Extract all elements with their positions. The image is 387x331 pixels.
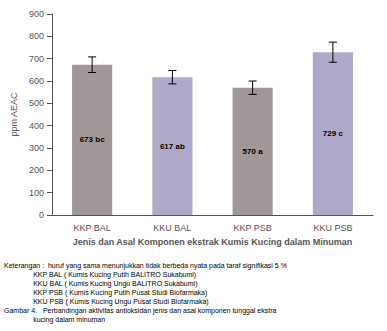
svg-text:600: 600 bbox=[29, 76, 44, 86]
svg-text:700: 700 bbox=[29, 54, 44, 64]
svg-text:KKU BAL ( Kumis Kucing Ungu BA: KKU BAL ( Kumis Kucing Ungu BALITRO Suka… bbox=[4, 280, 197, 288]
svg-text:617 ab: 617 ab bbox=[160, 142, 185, 151]
svg-text:0: 0 bbox=[39, 210, 44, 220]
svg-text:KKU BAL: KKU BAL bbox=[153, 223, 191, 233]
svg-text:300: 300 bbox=[29, 143, 44, 153]
svg-text:Keterangan : huruf yang sama: Keterangan : huruf yang sama menunjukkan… bbox=[4, 262, 287, 270]
svg-text:KKP BAL ( Kumis Kucing Putih B: KKP BAL ( Kumis Kucing Putih BALITRO Suk… bbox=[4, 271, 196, 279]
svg-text:200: 200 bbox=[29, 165, 44, 175]
svg-text:KKP PSB ( Kumis Kucing Putih P: KKP PSB ( Kumis Kucing Putih Pusat Studi… bbox=[4, 289, 207, 297]
svg-text:kucing dalam minuman: kucing dalam minuman bbox=[4, 316, 105, 324]
svg-text:673 bc: 673 bc bbox=[80, 135, 105, 144]
svg-text:Jenis dan Asal Komponen ekstra: Jenis dan Asal Komponen ekstrak Kumis Ku… bbox=[73, 237, 353, 247]
svg-text:KKU PSB ( Kumis Kucing Ungu Pu: KKU PSB ( Kumis Kucing Ungu Pusat Studi … bbox=[4, 298, 209, 306]
svg-text:729 c: 729 c bbox=[323, 129, 344, 138]
svg-text:500: 500 bbox=[29, 98, 44, 108]
svg-text:ppm AEAC: ppm AEAC bbox=[9, 92, 19, 137]
svg-text:KKU PSB: KKU PSB bbox=[313, 223, 352, 233]
svg-text:900: 900 bbox=[29, 9, 44, 19]
svg-text:800: 800 bbox=[29, 31, 44, 41]
svg-text:570 a: 570 a bbox=[243, 147, 264, 156]
svg-text:400: 400 bbox=[29, 121, 44, 131]
svg-text:KKP BAL: KKP BAL bbox=[73, 223, 110, 233]
svg-text:Gambar 4. Perbandingan aktiv: Gambar 4. Perbandingan aktivitas antioks… bbox=[4, 307, 276, 315]
svg-text:KKP PSB: KKP PSB bbox=[233, 223, 271, 233]
svg-text:100: 100 bbox=[29, 188, 44, 198]
